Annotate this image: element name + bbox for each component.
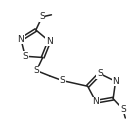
Text: S: S (22, 52, 28, 61)
Text: N: N (18, 35, 24, 44)
Text: S: S (60, 76, 66, 85)
Text: S: S (34, 66, 39, 75)
Text: N: N (112, 77, 119, 86)
Text: N: N (93, 97, 99, 106)
Text: S: S (97, 69, 103, 78)
Text: N: N (46, 37, 53, 46)
Text: S: S (120, 104, 126, 114)
Text: S: S (39, 12, 45, 21)
